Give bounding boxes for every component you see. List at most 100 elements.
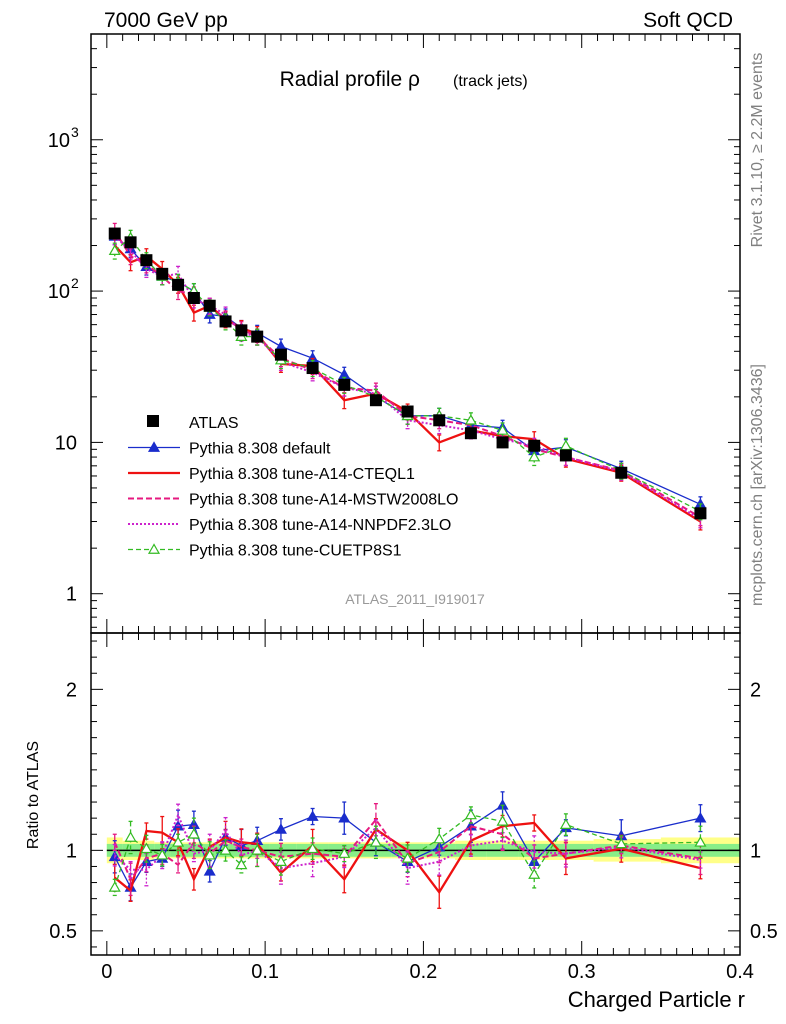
ratio-point-cuetp8s1 [156, 848, 169, 860]
legend-item-cuetp8s1: Pythia 8.308 tune-CUETP8S1 [128, 543, 402, 560]
main-point-data [187, 292, 200, 305]
main-y-tick-label: 10 [55, 432, 77, 454]
ratio-panel: 0 0.1 0.2 0.3 0.4 0.5 0.5 1 1 2 2 [49, 632, 778, 983]
main-line-default [114, 235, 701, 505]
ratio-point-cuetp8s1 [172, 836, 185, 847]
main-point-data [251, 330, 264, 343]
main-point-cuetp8s1 [108, 244, 121, 256]
main-point-data [694, 507, 707, 520]
main-line-nnpdf [114, 235, 701, 521]
main-line-cuetp8s1 [114, 236, 701, 512]
main-y-tick-label: 1 [66, 584, 77, 606]
main-point-data [124, 236, 137, 249]
ratio-point-cuetp8s1 [251, 844, 264, 855]
legend-marker-cuetp8s1 [147, 543, 161, 554]
ratio-point-cuetp8s1 [496, 815, 509, 826]
ratio-point-cuetp8s1 [694, 836, 707, 847]
ratio-point-default [338, 811, 351, 823]
ratio-line-cteql1 [113, 821, 701, 895]
ratio-point-cuetp8s1 [306, 842, 319, 854]
legend-label-cuetp8s1: Pythia 8.308 tune-CUETP8S1 [189, 543, 402, 560]
main-point-data [172, 278, 185, 291]
main-series-data [108, 227, 707, 520]
main-point-data [338, 378, 351, 391]
ratio-axes: 0 0.1 0.2 0.3 0.4 0.5 0.5 1 1 2 2 [49, 633, 778, 983]
ratio-y-tick-label-right: 0.5 [750, 921, 778, 943]
ratio-y-tick-label-left: 1 [66, 840, 77, 862]
main-point-data [156, 267, 169, 280]
ratio-point-cuetp8s1 [528, 868, 541, 879]
main-point-data [235, 324, 248, 337]
main-point-data [559, 449, 572, 462]
ratio-x-tick-label: 0 [101, 961, 112, 983]
ratio-line-nnpdf [114, 812, 701, 871]
ratio-point-default [306, 810, 319, 821]
ratio-x-tick-label: 0.2 [410, 961, 438, 983]
ratio-point-cuetp8s1 [433, 832, 446, 844]
ratio-y-tick-label-right: 1 [750, 840, 761, 862]
main-x-axis [106, 34, 741, 633]
main-point-cuetp8s1 [559, 439, 572, 451]
ratio-line-mstw [113, 818, 701, 882]
ratio-point-cuetp8s1 [338, 847, 351, 858]
rivet-version-label: Rivet 3.1.10, ≥ 2.2M events [749, 53, 766, 248]
main-y-tick-label: 10 [48, 130, 70, 152]
ratio-point-cuetp8s1 [124, 831, 137, 842]
legend-label-nnpdf: Pythia 8.308 tune-A14-NNPDF2.3LO [189, 517, 451, 534]
x-axis-title: Charged Particle r [568, 987, 745, 1012]
main-y-tick-exponent: 2 [71, 275, 79, 291]
legend-item-default: Pythia 8.308 default [128, 441, 331, 458]
main-line-mstw [113, 230, 701, 519]
ratio-point-cuetp8s1 [615, 837, 628, 849]
legend-item-nnpdf: Pythia 8.308 tune-A14-NNPDF2.3LO [128, 517, 451, 534]
legend-marker-data [147, 415, 159, 427]
main-point-data [140, 254, 153, 267]
main-point-data [219, 315, 232, 328]
chart-subtitle: (track jets) [453, 73, 528, 90]
main-point-data [401, 405, 414, 418]
legend-label-cteql1: Pythia 8.308 tune-A14-CTEQL1 [189, 466, 415, 483]
ratio-point-cuetp8s1 [464, 808, 477, 820]
legend-item-cteql1: Pythia 8.308 tune-A14-CTEQL1 [128, 466, 415, 483]
ratio-line-default [114, 804, 701, 889]
main-point-data [433, 414, 446, 427]
main-point-data [496, 436, 509, 449]
ratio-point-default [694, 811, 707, 823]
ratio-point-default [203, 865, 216, 876]
ratio-point-cuetp8s1 [369, 836, 382, 847]
ratio-point-cuetp8s1 [203, 848, 216, 860]
analysis-watermark: ATLAS_2011_I919017 [345, 591, 485, 607]
chart-title: Radial profile ρ [280, 68, 420, 91]
ratio-point-cuetp8s1 [274, 855, 287, 866]
legend-marker-default [147, 441, 161, 452]
main-point-data [615, 466, 628, 479]
ratio-line-cuetp8s1 [114, 814, 701, 888]
main-point-cuetp8s1 [464, 414, 477, 425]
ratio-x-tick-label: 0.4 [726, 961, 754, 983]
ratio-y-tick-label-left: 0.5 [49, 921, 77, 943]
ratio-point-cuetp8s1 [140, 842, 153, 854]
legend-item-data: ATLAS [147, 415, 239, 432]
main-point-data [369, 394, 382, 407]
main-point-data [306, 362, 319, 375]
main-point-data [274, 348, 287, 361]
ratio-y-tick-label-left: 2 [66, 679, 77, 701]
ratio-frame [90, 632, 741, 956]
ratio-y-axis-title: Ratio to ATLAS [25, 741, 42, 849]
ratio-x-tick-label: 0.3 [568, 961, 596, 983]
ratio-point-cuetp8s1 [235, 858, 248, 870]
main-point-cuetp8s1 [496, 424, 509, 435]
ratio-series-cuetp8s1 [108, 804, 707, 897]
main-point-cuetp8s1 [528, 450, 541, 462]
main-y-tick-label: 10 [48, 281, 70, 303]
ratio-y-tick-label-right: 2 [750, 679, 761, 701]
ratio-point-cuetp8s1 [559, 818, 572, 829]
main-point-data [528, 439, 541, 452]
legend-label-data: ATLAS [189, 415, 239, 432]
legend-label-mstw: Pythia 8.308 tune-A14-MSTW2008LO [189, 492, 458, 509]
category-label: Soft QCD [643, 9, 733, 32]
main-series-cteql1 [112, 237, 703, 531]
ratio-point-cuetp8s1 [108, 881, 121, 892]
